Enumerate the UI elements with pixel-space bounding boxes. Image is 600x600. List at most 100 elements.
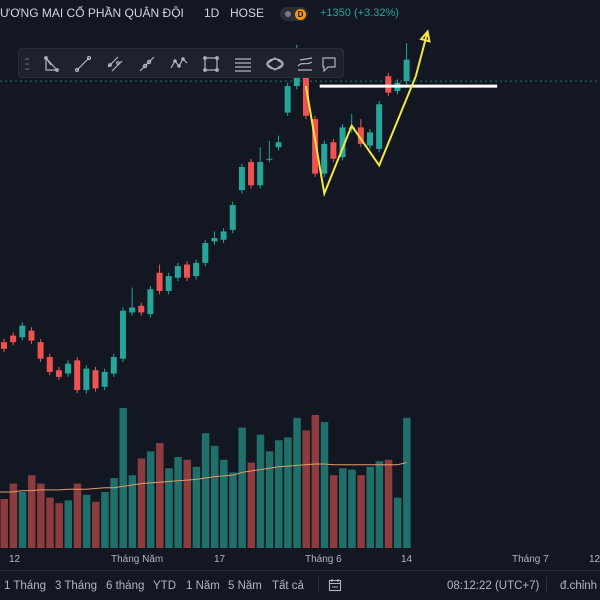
candle [376,100,383,153]
bottom-toolbar: 1 Tháng 3 Tháng 6 tháng YTD 1 Năm 5 Năm … [0,570,600,600]
candle [156,264,163,295]
candle [65,360,72,377]
range-all[interactable]: Tất cả [272,580,304,592]
double-bottom-pattern-line[interactable] [304,31,429,198]
volume-bar [256,434,265,548]
x-label-14: 14 [401,554,413,565]
candle [101,368,108,391]
volume-bar [247,462,256,548]
candle-body [74,360,81,391]
volume-bar [265,451,274,548]
symbol-header: ƯƠNG MAI CỔ PHẦN QUÂN ĐỘI 1D HOSE D +135… [0,0,600,28]
candle-body [65,363,72,374]
exchange-label: HOSE [230,6,265,20]
rectangle-icon[interactable] [199,52,223,76]
candle-body [37,342,44,359]
market-status-badge[interactable]: D [280,7,308,21]
candle [367,129,373,149]
range-ytd[interactable]: YTD [153,580,176,592]
candle-body [119,310,126,359]
trend-line-icon[interactable] [71,52,95,76]
volume-bar [92,501,100,548]
volume-bar [137,458,146,548]
drawing-toolbar [18,48,344,78]
candle [248,158,255,189]
volume-bar [201,433,210,548]
candle [202,239,209,267]
volume-bar [375,461,384,548]
candle-body [238,167,245,191]
volume-bar [55,503,63,548]
candle-body [266,158,273,160]
symbol-title[interactable]: ƯƠNG MAI CỔ PHẦN QUÂN ĐỘI [0,6,184,20]
volume-bar [311,415,320,548]
volume-bar [393,497,402,548]
volume-bar [174,457,182,548]
triangle-pattern-icon[interactable] [39,52,63,76]
volume-bar [73,483,82,548]
price-chart[interactable]: 12 Tháng Năm 17 Tháng 6 14 Tháng 7 12 [0,0,600,570]
candle [321,140,328,177]
volume-bar [0,499,8,548]
parallel-channel-icon[interactable] [103,52,127,76]
range-5-years[interactable]: 5 Năm [228,580,262,592]
range-6-months[interactable]: 6 tháng [106,580,145,592]
candle [193,259,200,280]
volume-bars [0,408,411,548]
candle [266,140,273,163]
volume-bar [37,483,45,548]
candle [46,353,53,376]
candle-body [92,370,99,389]
candle [165,272,172,295]
interval-label[interactable]: 1D [204,6,220,20]
adjustment-toggle[interactable]: đ.chỉnh [560,580,598,592]
candle-body [321,143,328,174]
volume-bar [192,466,201,548]
candle [1,338,7,353]
fib-lines-icon[interactable] [231,52,255,76]
volume-bar [18,492,27,548]
timezone-clock[interactable]: 08:12:22 (UTC+7) [447,580,540,592]
candlesticks [1,43,410,394]
candle-body [46,357,53,372]
time-axis: 12 Tháng Năm 17 Tháng 6 14 Tháng 7 12 [9,554,600,565]
x-label-thang-6: Tháng 6 [305,554,342,565]
ray-icon[interactable] [135,52,159,76]
candle-body [367,132,373,146]
candle [55,366,62,381]
toolbar-drag-handle[interactable] [25,57,29,71]
volume-bar [320,422,329,548]
candle [385,72,392,96]
candle-body [202,243,209,263]
range-3-months[interactable]: 3 Tháng [55,580,97,592]
candle-body [403,59,410,82]
candle-body [385,76,392,93]
delayed-data-icon: D [295,8,306,20]
volume-bar [229,472,237,548]
volume-bar [210,445,219,548]
candle [92,366,99,392]
volume-bar [284,437,292,548]
candle-body [339,127,346,158]
x-label-thang-nam: Tháng Năm [111,554,163,565]
candle [147,286,154,318]
candle-body [156,272,163,291]
candle-body [330,142,337,159]
candle-body [19,325,26,338]
zigzag-icon[interactable] [167,52,191,76]
ellipse-icon[interactable] [263,52,287,76]
volume-bar [156,443,164,548]
go-to-date-icon[interactable] [328,578,342,592]
candle-body [174,266,181,278]
range-1-month[interactable]: 1 Tháng [4,580,46,592]
toolbar-divider [318,577,319,593]
candle [211,231,218,245]
candle [37,338,44,362]
candle-body [248,162,255,186]
range-1-year[interactable]: 1 Năm [186,580,220,592]
brush-icon[interactable] [293,52,317,76]
callout-icon[interactable] [317,52,341,76]
candle-body [10,335,17,343]
candle [138,302,145,316]
candle [129,287,136,316]
